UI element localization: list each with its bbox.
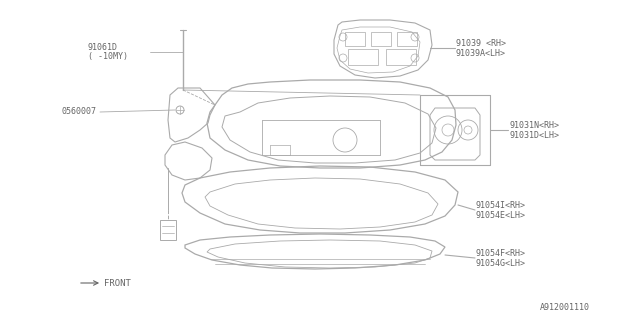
Bar	[397, 32, 417, 46]
Text: 91054F<RH>: 91054F<RH>	[476, 250, 526, 259]
Text: 91061D: 91061D	[88, 43, 118, 52]
Text: 0560007: 0560007	[62, 108, 97, 116]
Text: A912001110: A912001110	[540, 303, 590, 313]
Bar	[371, 32, 391, 46]
Text: 91054I<RH>: 91054I<RH>	[476, 202, 526, 211]
Text: ( -10MY): ( -10MY)	[88, 52, 128, 61]
Text: 91039 <RH>: 91039 <RH>	[456, 39, 506, 49]
Text: 91031D<LH>: 91031D<LH>	[510, 132, 560, 140]
Bar	[348, 49, 378, 65]
Bar	[345, 32, 365, 46]
Bar	[386, 49, 416, 65]
Text: FRONT: FRONT	[104, 278, 131, 287]
Text: 91031N<RH>: 91031N<RH>	[510, 122, 560, 131]
Text: 91039A<LH>: 91039A<LH>	[456, 50, 506, 59]
Text: 91054E<LH>: 91054E<LH>	[476, 212, 526, 220]
Text: 91054G<LH>: 91054G<LH>	[476, 260, 526, 268]
